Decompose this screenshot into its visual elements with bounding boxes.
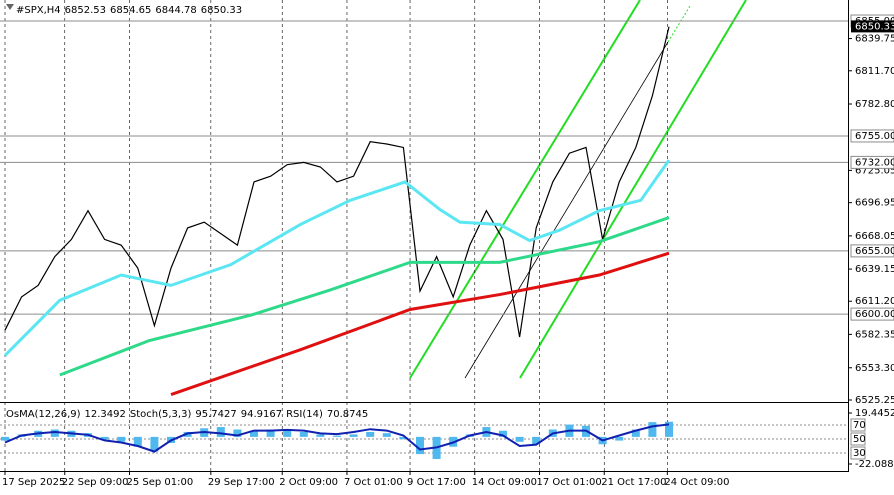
price-line bbox=[3, 159, 671, 357]
indicator-value: 12.3492 bbox=[85, 409, 126, 420]
level-label: 6755.00 bbox=[855, 131, 894, 142]
price-line bbox=[4, 26, 670, 338]
y-tick-label: 6553.30 bbox=[855, 363, 894, 374]
x-tick-label: 2 Oct 09:00 bbox=[279, 477, 338, 488]
osma-bar bbox=[382, 433, 391, 437]
indicator-value: 95.7427 bbox=[195, 409, 236, 420]
channel-line bbox=[519, 0, 747, 379]
y-tick-label: 6611.20 bbox=[855, 296, 894, 307]
osma-bar bbox=[283, 430, 292, 437]
osma-bar bbox=[50, 429, 59, 437]
osma-bar bbox=[117, 436, 126, 442]
osma-bar bbox=[615, 436, 624, 441]
ohlc-value: 6850.33 bbox=[201, 5, 242, 16]
osma-bar bbox=[233, 429, 242, 437]
osma-bar bbox=[665, 421, 673, 437]
indicator-value: Stoch(5,3,3) bbox=[130, 409, 192, 420]
y-tick-label: 6839.75 bbox=[855, 34, 894, 45]
osma-bar bbox=[515, 436, 524, 442]
osma-bar bbox=[266, 429, 275, 437]
osma-bar bbox=[150, 436, 159, 452]
channel-line bbox=[409, 0, 641, 379]
osma-bar bbox=[100, 436, 109, 440]
level-label-box bbox=[850, 418, 866, 432]
osma-bar bbox=[532, 436, 541, 445]
y-tick-label: 6782.80 bbox=[855, 99, 894, 110]
x-tick-label: 14 Oct 09:00 bbox=[472, 477, 537, 488]
x-tick-label: 25 Sep 01:00 bbox=[127, 477, 194, 488]
y2-tick-label: 30 bbox=[853, 448, 866, 459]
y2-tick-label: 50 bbox=[853, 434, 866, 445]
x-tick-label: 24 Oct 09:00 bbox=[664, 477, 729, 488]
ohlc-value: 6844.78 bbox=[155, 5, 196, 16]
y-tick-label: 6696.95 bbox=[855, 198, 894, 209]
level-label-box bbox=[850, 129, 894, 143]
trend-line bbox=[464, 41, 669, 379]
level-label-box bbox=[850, 155, 894, 169]
x-tick-label: 22 Sep 09:00 bbox=[62, 477, 129, 488]
ohlc-value: 6854.65 bbox=[110, 5, 151, 16]
osma-bar bbox=[648, 422, 657, 437]
indicator-value: 94.9167 bbox=[241, 409, 282, 420]
y-tick-label: 19.4452 bbox=[855, 408, 894, 419]
osma-bar bbox=[333, 435, 341, 437]
osma-bar bbox=[499, 430, 507, 437]
osma-bar bbox=[1, 436, 9, 441]
osma-bar bbox=[250, 430, 258, 437]
ohlc-value: 6852.53 bbox=[65, 5, 106, 16]
level-label-box bbox=[850, 432, 866, 446]
osma-bar bbox=[631, 429, 640, 437]
y2-tick-label: 70 bbox=[853, 420, 866, 431]
osma-bar bbox=[133, 436, 142, 447]
current-price-box bbox=[851, 20, 894, 33]
y-tick-label: 6725.05 bbox=[855, 165, 894, 176]
x-tick-label: 29 Sep 17:00 bbox=[208, 477, 275, 488]
collapse-icon[interactable] bbox=[6, 4, 14, 10]
price-line bbox=[59, 216, 670, 377]
y-tick-label: -22.0885 bbox=[855, 459, 894, 470]
indicator-value: RSI(14) bbox=[286, 409, 323, 420]
y-tick-label: 6811.70 bbox=[855, 66, 894, 77]
osma-bar bbox=[299, 431, 308, 437]
osma-bar bbox=[349, 434, 358, 437]
level-label-box bbox=[850, 307, 894, 321]
indicator-value: 70.8745 bbox=[327, 409, 368, 420]
x-tick-label: 21 Oct 17:00 bbox=[601, 477, 666, 488]
y-tick-label: 6525.25 bbox=[855, 395, 894, 406]
trend-line-extension bbox=[667, 5, 691, 43]
level-label: 6732.00 bbox=[855, 157, 894, 168]
level-label-box bbox=[850, 244, 894, 258]
indicator-header: OsMA(12,26,9) 12.3492 Stoch(5,3,3) 95.7427 9… bbox=[6, 409, 368, 420]
y-tick-label: 6668.05 bbox=[855, 231, 894, 242]
y-tick-label: 6582.35 bbox=[855, 329, 894, 340]
level-label: 6600.00 bbox=[855, 309, 894, 320]
osma-bar bbox=[216, 427, 225, 437]
level-label: 6655.00 bbox=[855, 246, 894, 257]
level-label-box bbox=[850, 446, 866, 460]
y-tick-label: 6639.15 bbox=[855, 264, 894, 275]
osma-bar bbox=[399, 436, 408, 440]
x-tick-label: 9 Oct 17:00 bbox=[407, 477, 466, 488]
x-tick-label: 7 Oct 01:00 bbox=[344, 477, 403, 488]
rsi-line bbox=[4, 423, 670, 453]
chart-header: #SPX,H4 6852.53 6854.65 6844.78 6850.33 bbox=[16, 5, 242, 16]
osma-bar bbox=[366, 431, 375, 437]
price-line bbox=[170, 251, 670, 396]
x-tick-label: 17 Sep 2025 bbox=[2, 477, 65, 488]
osma-bar bbox=[316, 434, 325, 437]
current-price-label: 6850.33 bbox=[855, 21, 894, 32]
x-tick-label: 17 Oct 01:00 bbox=[537, 477, 602, 488]
osma-bar bbox=[416, 436, 424, 455]
